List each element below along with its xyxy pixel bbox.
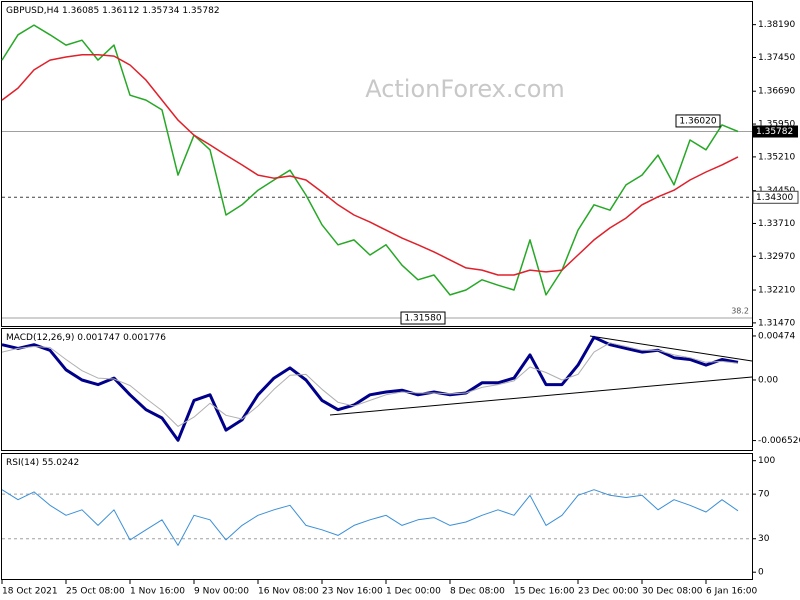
current-price-label: 1.35782	[756, 127, 793, 137]
x-tick-label: 23 Nov 16:00	[322, 587, 383, 597]
symbol: GBPUSD,H4	[6, 6, 59, 16]
x-tick-label: 1 Nov 16:00	[130, 587, 185, 597]
y-tick-label: 0	[758, 568, 764, 578]
low: 1.35734	[142, 6, 179, 16]
x-tick-label: 23 Dec 00:00	[578, 587, 639, 597]
macd-support-trendline	[329, 376, 753, 416]
macd-header: MACD(12,26,9) 0.001747 0.001776	[6, 333, 166, 343]
y-tick-label: 100	[758, 456, 775, 466]
series-line	[1, 335, 739, 442]
macd-resistance-trendline	[589, 335, 753, 362]
x-tick-label: 9 Nov 00:00	[194, 587, 249, 597]
y-tick-label: 1.36690	[758, 87, 795, 97]
price-line-label-box	[752, 190, 799, 204]
series-line	[1, 489, 739, 546]
open: 1.36085	[62, 6, 99, 16]
annotation-label: 1.31580	[404, 314, 441, 324]
x-tick-label: 1 Dec 00:00	[386, 587, 441, 597]
watermark: ActionForex.com	[365, 75, 565, 103]
price-line-label: 1.34300	[756, 193, 793, 203]
macd-name: MACD(12,26,9)	[6, 333, 74, 343]
x-tick-label: 6 Jan 16:00	[706, 587, 758, 597]
y-tick-label: 0.00474	[758, 331, 795, 341]
rsi-reading: 55.0242	[42, 458, 79, 468]
rsi-header: RSI(14) 55.0242	[6, 458, 79, 468]
rsi-panel-border	[1, 453, 753, 580]
y-tick-label: 0.00	[758, 375, 778, 385]
y-tick-label: 1.38190	[758, 20, 795, 30]
y-tick-label: 1.32970	[758, 252, 795, 262]
y-tick-label: 1.37450	[758, 53, 795, 63]
x-tick-label: 8 Dec 08:00	[450, 587, 505, 597]
annotation-box	[400, 311, 446, 325]
annotation-box	[675, 114, 721, 128]
y-tick-label: 70	[758, 490, 770, 500]
price-panel-border	[1, 1, 753, 327]
price-header: GBPUSD,H4 1.36085 1.36112 1.35734 1.3578…	[6, 6, 220, 16]
series-line	[1, 342, 739, 427]
series-line	[1, 54, 739, 276]
y-tick-label: 1.31470	[758, 318, 795, 328]
series-line	[1, 24, 739, 296]
signal-reading: 0.001776	[123, 333, 166, 343]
fib-level-label: 38.2	[731, 307, 749, 316]
high: 1.36112	[102, 6, 139, 16]
rsi-name: RSI(14)	[6, 458, 39, 468]
y-tick-label: 1.32210	[758, 286, 795, 296]
close: 1.35782	[182, 6, 219, 16]
x-tick-label: 16 Nov 08:00	[258, 587, 319, 597]
x-tick-label: 18 Oct 2021	[2, 587, 58, 597]
macd-panel-border	[1, 328, 753, 451]
x-tick-label: 15 Dec 16:00	[514, 587, 575, 597]
current-price-box	[753, 125, 798, 138]
marks: 1.381901.374501.366901.359501.352101.344…	[1, 20, 800, 597]
y-tick-label: -0.006526	[758, 436, 800, 446]
annotation-label: 1.36020	[679, 116, 716, 126]
y-tick-label: 1.35950	[758, 120, 795, 130]
y-tick-label: 1.35210	[758, 152, 795, 162]
macd-reading: 0.001747	[77, 333, 120, 343]
y-tick-label: 1.33710	[758, 219, 795, 229]
x-tick-label: 25 Oct 08:00	[66, 587, 125, 597]
y-tick-label: 30	[758, 534, 770, 544]
x-tick-label: 30 Dec 08:00	[642, 587, 703, 597]
